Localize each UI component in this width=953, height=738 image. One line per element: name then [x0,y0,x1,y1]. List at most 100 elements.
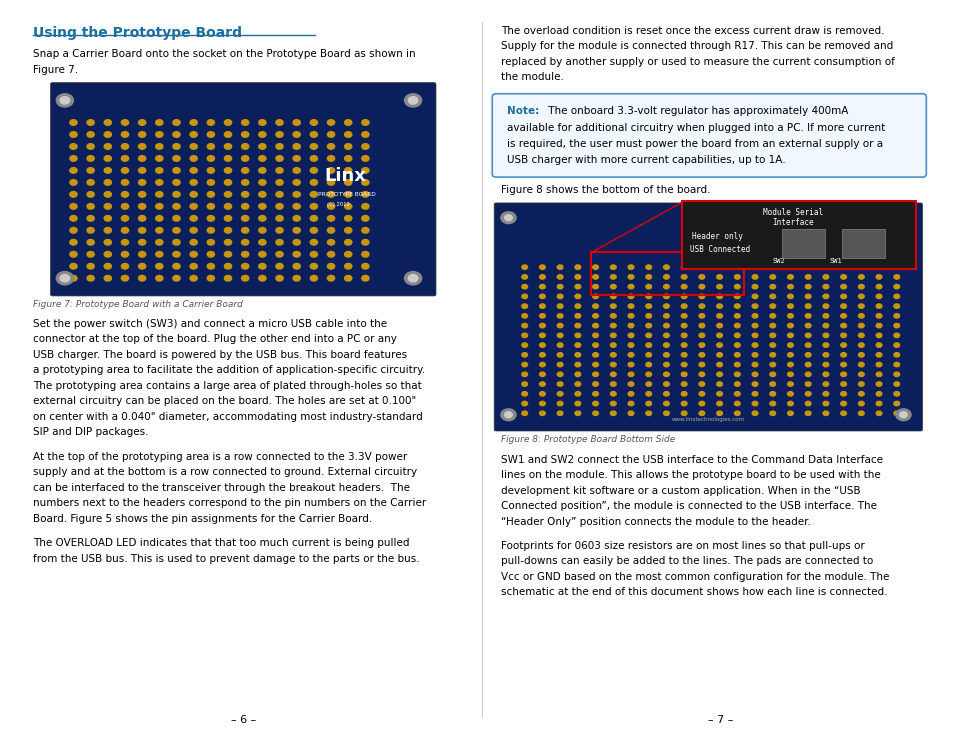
Circle shape [627,362,633,367]
Circle shape [327,227,335,233]
Circle shape [575,353,580,357]
Circle shape [680,392,686,396]
Circle shape [592,333,598,337]
Circle shape [155,240,163,245]
Circle shape [275,215,283,221]
Text: – 7 –: – 7 – [707,714,732,725]
Circle shape [875,304,881,308]
Circle shape [521,353,527,357]
Circle shape [521,294,527,299]
Text: SW2: SW2 [772,258,784,264]
Circle shape [258,156,266,161]
Circle shape [521,333,527,337]
Circle shape [138,252,146,257]
Circle shape [361,252,369,257]
Circle shape [190,263,197,269]
Circle shape [121,204,129,209]
Circle shape [699,314,704,318]
Circle shape [645,314,651,318]
Circle shape [769,304,775,308]
Circle shape [310,227,317,233]
Circle shape [716,362,721,367]
Circle shape [769,323,775,328]
Circle shape [70,252,77,257]
Circle shape [327,275,335,281]
Circle shape [539,392,545,396]
Circle shape [155,263,163,269]
Circle shape [104,227,112,233]
Circle shape [716,353,721,357]
Circle shape [822,411,828,415]
Text: The OVERLOAD LED indicates that that too much current is being pulled: The OVERLOAD LED indicates that that too… [33,538,410,548]
Circle shape [787,353,793,357]
Text: SW1 and SW2 connect the USB interface to the Command Data Interface: SW1 and SW2 connect the USB interface to… [500,455,882,465]
Circle shape [275,179,283,185]
Circle shape [610,333,616,337]
Text: www.linxtechnologies.com: www.linxtechnologies.com [671,418,744,422]
Circle shape [190,240,197,245]
Circle shape [557,284,562,289]
Circle shape [895,409,910,421]
Text: Interface: Interface [772,218,814,227]
Circle shape [293,192,300,197]
Circle shape [893,362,899,367]
Text: numbers next to the headers correspond to the pin numbers on the Carrier: numbers next to the headers correspond t… [33,498,426,508]
Circle shape [858,323,863,328]
Circle shape [822,294,828,299]
Circle shape [70,120,77,125]
Circle shape [610,314,616,318]
Circle shape [575,411,580,415]
Circle shape [172,252,180,257]
Text: lines on the module. This allows the prototype board to be used with the: lines on the module. This allows the pro… [500,470,880,480]
Circle shape [121,227,129,233]
Circle shape [241,252,249,257]
Circle shape [840,353,845,357]
Circle shape [155,204,163,209]
Circle shape [275,240,283,245]
Circle shape [858,314,863,318]
Circle shape [207,240,214,245]
Circle shape [716,382,721,386]
Circle shape [734,401,740,406]
Circle shape [751,372,757,376]
Circle shape [258,144,266,149]
Circle shape [293,227,300,233]
Circle shape [104,192,112,197]
Text: Figure 7: Prototype Board with a Carrier Board: Figure 7: Prototype Board with a Carrier… [33,300,243,309]
Circle shape [104,275,112,281]
Circle shape [787,304,793,308]
Circle shape [521,372,527,376]
Circle shape [699,275,704,279]
Circle shape [190,131,197,137]
Circle shape [699,382,704,386]
Circle shape [539,411,545,415]
Circle shape [104,156,112,161]
Text: a prototyping area to facilitate the addition of application-specific circuitry.: a prototyping area to facilitate the add… [33,365,425,376]
Circle shape [224,120,232,125]
Text: The onboard 3.3-volt regulator has approximately 400mA: The onboard 3.3-volt regulator has appro… [544,106,847,117]
Circle shape [840,284,845,289]
Circle shape [327,252,335,257]
Circle shape [627,294,633,299]
Circle shape [539,382,545,386]
Circle shape [557,294,562,299]
Circle shape [138,215,146,221]
Circle shape [155,168,163,173]
Circle shape [224,240,232,245]
Circle shape [327,240,335,245]
Circle shape [241,156,249,161]
Circle shape [804,362,810,367]
Circle shape [592,294,598,299]
Circle shape [680,323,686,328]
Circle shape [275,227,283,233]
Text: Note:: Note: [506,106,538,117]
Circle shape [521,343,527,348]
Circle shape [155,275,163,281]
Circle shape [822,284,828,289]
Text: pull-downs can easily be added to the lines. The pads are connected to: pull-downs can easily be added to the li… [500,556,872,567]
Circle shape [610,392,616,396]
Circle shape [121,144,129,149]
Circle shape [344,275,352,281]
Circle shape [557,343,562,348]
Circle shape [155,215,163,221]
